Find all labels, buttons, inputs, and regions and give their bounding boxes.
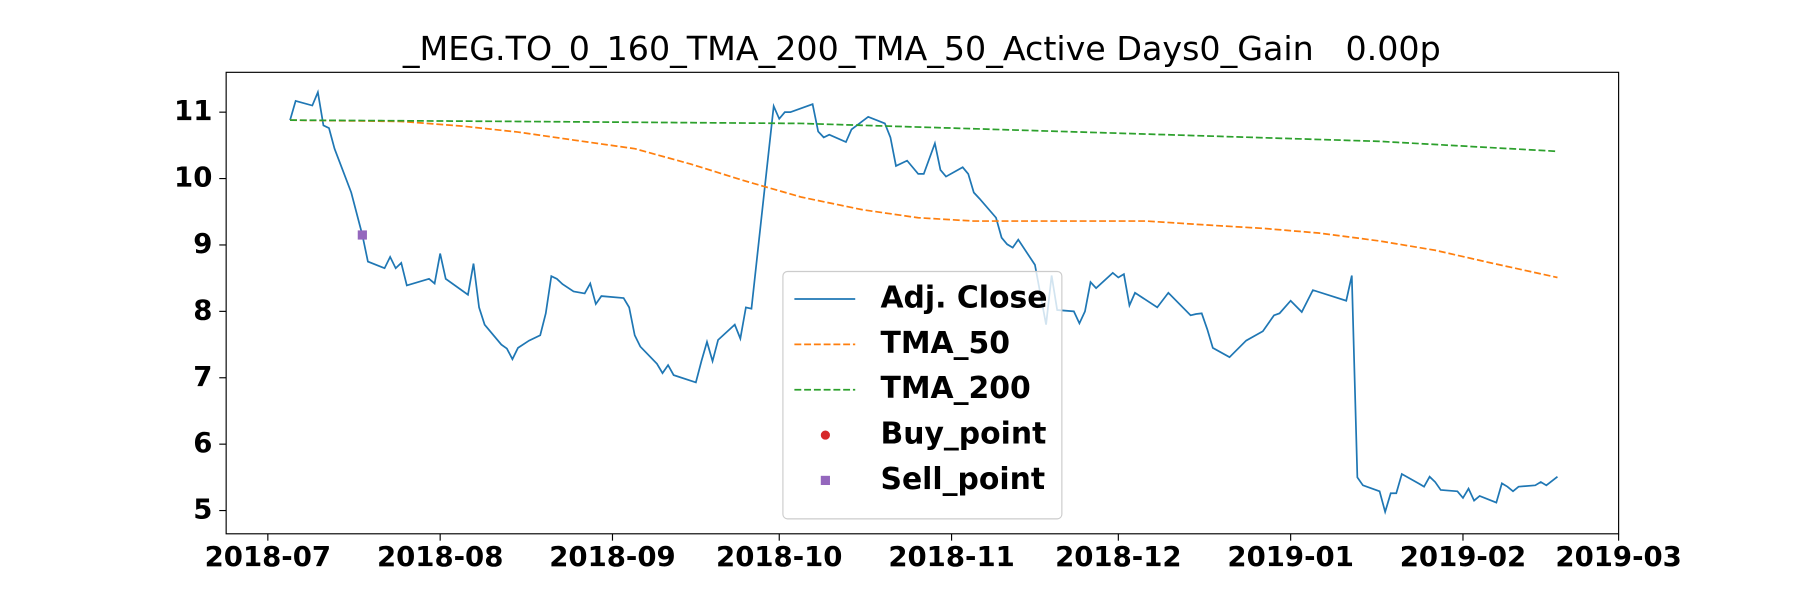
x-tick-label: 2019-02 — [1400, 541, 1526, 573]
x-tick-label: 2018-08 — [377, 541, 503, 573]
series-line — [290, 119, 1558, 153]
x-tick-label: 2018-12 — [1055, 541, 1181, 573]
legend-marker — [820, 475, 830, 486]
legend-label: Buy_point — [880, 417, 1046, 452]
legend-label: TMA_200 — [880, 371, 1030, 406]
x-tick-label: 2018-07 — [205, 541, 331, 573]
legend-box — [782, 270, 1063, 520]
plot-frame — [225, 71, 1620, 535]
x-tick-label: 2018-11 — [888, 541, 1014, 573]
x-tick-label: 2019-01 — [1227, 541, 1353, 573]
data-point — [357, 230, 367, 240]
y-tick-label: 5 — [193, 494, 212, 526]
y-tick-label: 11 — [174, 95, 212, 127]
chart-title: _MEG.TO_0_160_TMA_200_TMA_50_Active Days… — [402, 29, 1441, 68]
series-line — [290, 119, 1558, 279]
x-tick-label: 2018-09 — [549, 541, 675, 573]
series-line — [289, 89, 1558, 516]
x-tick-label: 2019-03 — [1555, 541, 1681, 573]
legend-marker — [820, 430, 830, 440]
y-tick-label: 7 — [193, 361, 212, 393]
y-tick-label: 9 — [193, 228, 212, 260]
x-tick-label: 2018-10 — [716, 541, 842, 573]
y-tick-label: 6 — [193, 427, 212, 459]
y-tick-label: 8 — [193, 294, 212, 326]
legend-label: Adj. Close — [880, 281, 1047, 316]
legend: Adj. Close TMA_50 TMA_200 Buy_point Sell_poi… — [782, 270, 1063, 520]
legend-label: TMA_50 — [880, 326, 1010, 361]
y-tick-label: 10 — [174, 162, 212, 194]
legend-label: Sell_point — [880, 462, 1045, 497]
